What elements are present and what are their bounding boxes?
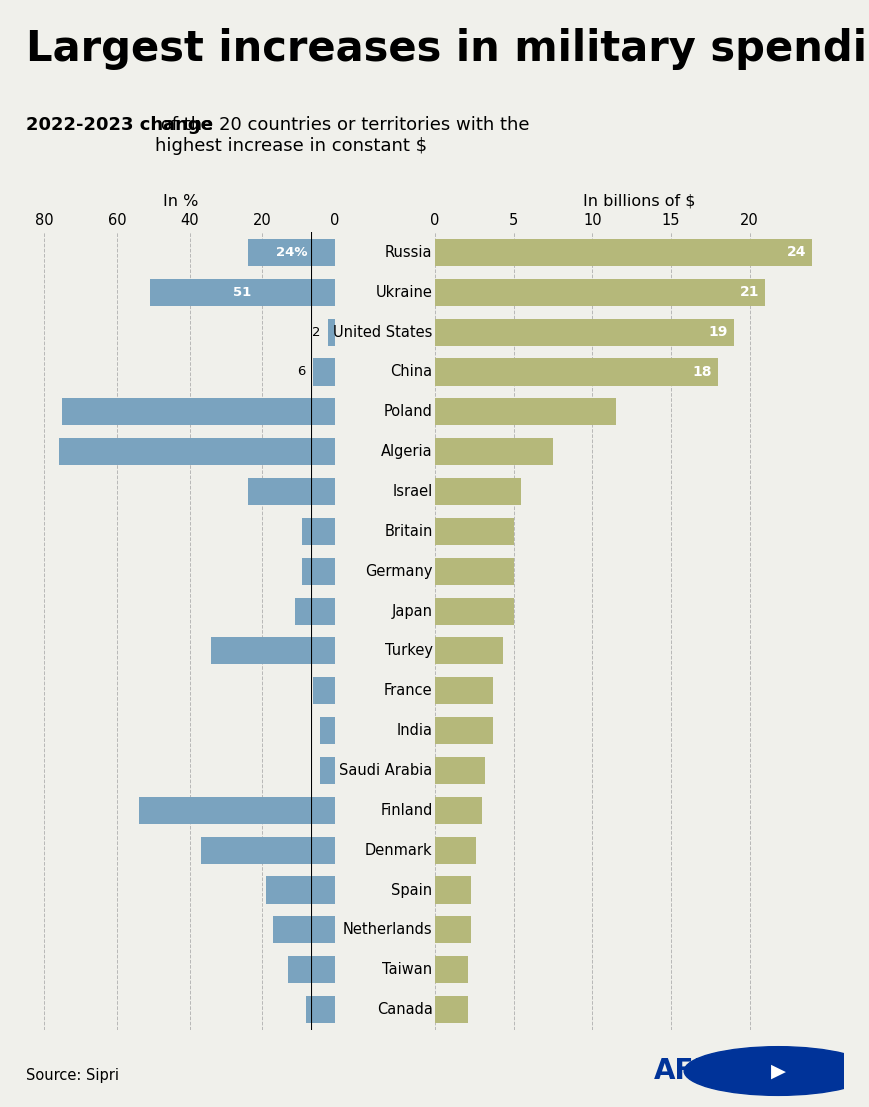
- Bar: [434, 359, 717, 385]
- Text: Japan: Japan: [391, 603, 432, 619]
- Bar: [434, 996, 468, 1023]
- Bar: [248, 239, 335, 266]
- Text: Spain: Spain: [391, 882, 432, 898]
- Bar: [434, 239, 812, 266]
- Bar: [434, 558, 513, 584]
- Bar: [434, 598, 513, 624]
- Bar: [59, 438, 335, 465]
- Bar: [434, 438, 553, 465]
- Text: 2: 2: [312, 325, 320, 339]
- Text: Source: Sipri: Source: Sipri: [26, 1067, 119, 1083]
- Bar: [434, 717, 493, 744]
- Bar: [248, 478, 335, 505]
- Text: 51: 51: [233, 286, 251, 299]
- Bar: [302, 518, 335, 545]
- Text: Germany: Germany: [365, 563, 432, 579]
- Text: United States: United States: [333, 324, 432, 340]
- Text: 19: 19: [707, 325, 726, 339]
- Bar: [434, 956, 468, 983]
- Text: 24%: 24%: [275, 246, 307, 259]
- Bar: [434, 677, 493, 704]
- Bar: [313, 677, 335, 704]
- Text: Netherlands: Netherlands: [342, 922, 432, 938]
- Text: Ukraine: Ukraine: [375, 284, 432, 300]
- Text: Turkey: Turkey: [384, 643, 432, 659]
- Bar: [434, 518, 513, 545]
- Circle shape: [683, 1047, 869, 1096]
- Bar: [149, 279, 335, 306]
- Text: AFP: AFP: [653, 1057, 714, 1085]
- Text: Saudi Arabia: Saudi Arabia: [339, 763, 432, 778]
- Text: China: China: [390, 364, 432, 380]
- Text: Poland: Poland: [383, 404, 432, 420]
- Text: Denmark: Denmark: [364, 842, 432, 858]
- Bar: [434, 478, 521, 505]
- Text: Canada: Canada: [376, 1002, 432, 1017]
- Text: Finland: Finland: [380, 803, 432, 818]
- Bar: [434, 638, 502, 664]
- Bar: [288, 956, 335, 983]
- Text: Algeria: Algeria: [381, 444, 432, 459]
- Bar: [434, 877, 471, 903]
- Bar: [434, 399, 615, 425]
- Bar: [273, 917, 335, 943]
- Text: Israel: Israel: [392, 484, 432, 499]
- Text: 2022-2023 change: 2022-2023 change: [26, 116, 213, 134]
- Text: 21: 21: [739, 286, 758, 299]
- Bar: [313, 359, 335, 385]
- Text: Russia: Russia: [385, 245, 432, 260]
- Bar: [434, 279, 765, 306]
- Bar: [434, 837, 475, 863]
- Text: Britain: Britain: [384, 524, 432, 539]
- Bar: [200, 837, 335, 863]
- Text: 6: 6: [297, 365, 306, 379]
- Bar: [434, 319, 733, 345]
- Text: France: France: [383, 683, 432, 699]
- Text: ▶: ▶: [770, 1062, 785, 1080]
- Bar: [320, 717, 335, 744]
- Bar: [434, 797, 481, 824]
- Text: Largest increases in military spending: Largest increases in military spending: [26, 28, 869, 70]
- Bar: [302, 558, 335, 584]
- Bar: [138, 797, 335, 824]
- Bar: [306, 996, 335, 1023]
- Bar: [295, 598, 335, 624]
- X-axis label: In billions of $: In billions of $: [582, 194, 695, 208]
- X-axis label: In %: In %: [163, 194, 198, 208]
- Bar: [211, 638, 335, 664]
- Bar: [328, 319, 335, 345]
- Bar: [434, 757, 485, 784]
- Bar: [266, 877, 335, 903]
- Bar: [63, 399, 335, 425]
- Bar: [320, 757, 335, 784]
- Text: India: India: [396, 723, 432, 738]
- Text: 18: 18: [692, 365, 711, 379]
- Bar: [434, 917, 471, 943]
- Text: 24: 24: [786, 246, 806, 259]
- Text: of the 20 countries or territories with the
highest increase in constant $: of the 20 countries or territories with …: [155, 116, 528, 155]
- Text: Taiwan: Taiwan: [382, 962, 432, 977]
